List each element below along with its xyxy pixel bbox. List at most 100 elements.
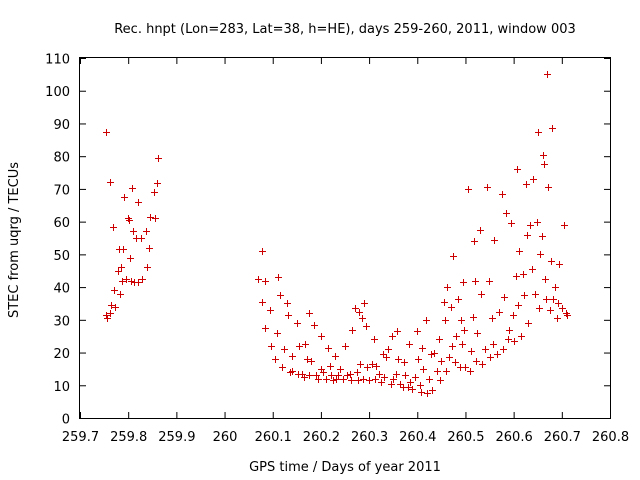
data-point <box>121 194 128 201</box>
data-point <box>535 129 542 136</box>
data-point <box>415 356 422 363</box>
y-tick-label: 90 <box>53 118 70 133</box>
data-point <box>342 343 349 350</box>
data-point <box>505 336 512 343</box>
data-point <box>118 264 125 271</box>
data-point <box>541 161 548 168</box>
x-tick-label: 260.7 <box>544 430 581 445</box>
data-point <box>500 346 507 353</box>
data-point <box>259 299 266 306</box>
data-point <box>323 376 330 383</box>
x-tick-label: 260.4 <box>399 430 436 445</box>
data-point <box>111 287 118 294</box>
data-point <box>108 302 115 309</box>
data-point <box>459 341 466 348</box>
data-point <box>520 271 527 278</box>
data-point <box>444 284 451 291</box>
data-point <box>277 292 284 299</box>
data-point <box>550 296 557 303</box>
data-point <box>344 372 351 379</box>
data-point <box>442 317 449 324</box>
data-point <box>539 233 546 240</box>
x-tick-label: 259.7 <box>62 430 99 445</box>
data-point <box>267 307 274 314</box>
data-point <box>494 351 501 358</box>
data-point <box>506 327 513 334</box>
x-tick-label: 260.6 <box>496 430 533 445</box>
data-point <box>126 217 133 224</box>
data-point <box>518 333 525 340</box>
data-point <box>474 330 481 337</box>
data-point <box>139 276 146 283</box>
data-point <box>511 338 518 345</box>
data-point <box>529 266 536 273</box>
data-point <box>363 323 370 330</box>
data-point <box>308 358 315 365</box>
data-point <box>361 300 368 307</box>
data-point <box>120 246 127 253</box>
data-point <box>315 376 322 383</box>
data-point <box>449 343 456 350</box>
data-point <box>356 309 363 316</box>
data-point <box>349 327 356 334</box>
data-point <box>491 237 498 244</box>
data-point <box>152 215 159 222</box>
data-point <box>513 273 520 280</box>
data-point <box>330 377 337 384</box>
data-point <box>503 210 510 217</box>
data-point <box>373 363 380 370</box>
x-tick-label: 260.1 <box>255 430 292 445</box>
data-point <box>385 346 392 353</box>
data-point <box>414 328 421 335</box>
data-point <box>138 235 145 242</box>
data-point <box>455 296 462 303</box>
data-point <box>366 377 373 384</box>
data-point <box>465 186 472 193</box>
x-tick-label: 260.3 <box>351 430 388 445</box>
data-point <box>468 348 475 355</box>
data-point <box>144 264 151 271</box>
data-point <box>320 369 327 376</box>
data-point <box>389 333 396 340</box>
data-point <box>275 274 282 281</box>
data-point <box>360 376 367 383</box>
y-tick-label: 80 <box>53 151 70 166</box>
data-point <box>443 368 450 375</box>
data-point <box>107 179 114 186</box>
data-point <box>436 336 443 343</box>
data-point <box>107 310 114 317</box>
data-point <box>564 312 571 319</box>
data-point <box>420 366 427 373</box>
data-point <box>146 245 153 252</box>
data-point <box>289 353 296 360</box>
data-point <box>354 369 361 376</box>
data-point <box>332 353 339 360</box>
data-point <box>143 228 150 235</box>
data-point <box>556 261 563 268</box>
data-point <box>448 304 455 311</box>
data-point <box>154 180 161 187</box>
data-point <box>487 354 494 361</box>
data-point <box>508 220 515 227</box>
x-tick-label: 260 <box>213 430 238 445</box>
data-point <box>104 315 111 322</box>
data-point <box>285 312 292 319</box>
data-point <box>335 372 342 379</box>
data-point <box>333 376 340 383</box>
data-point <box>268 343 275 350</box>
data-point <box>471 238 478 245</box>
data-point <box>364 364 371 371</box>
y-tick-label: 0 <box>62 413 70 428</box>
data-point <box>482 346 489 353</box>
data-point <box>304 356 311 363</box>
data-point <box>473 358 480 365</box>
data-point <box>318 333 325 340</box>
data-point <box>378 379 385 386</box>
data-point <box>372 376 379 383</box>
data-point <box>127 255 134 262</box>
data-point <box>501 294 508 301</box>
data-point <box>259 248 266 255</box>
data-point <box>383 354 390 361</box>
data-point <box>352 305 359 312</box>
data-point <box>117 291 124 298</box>
